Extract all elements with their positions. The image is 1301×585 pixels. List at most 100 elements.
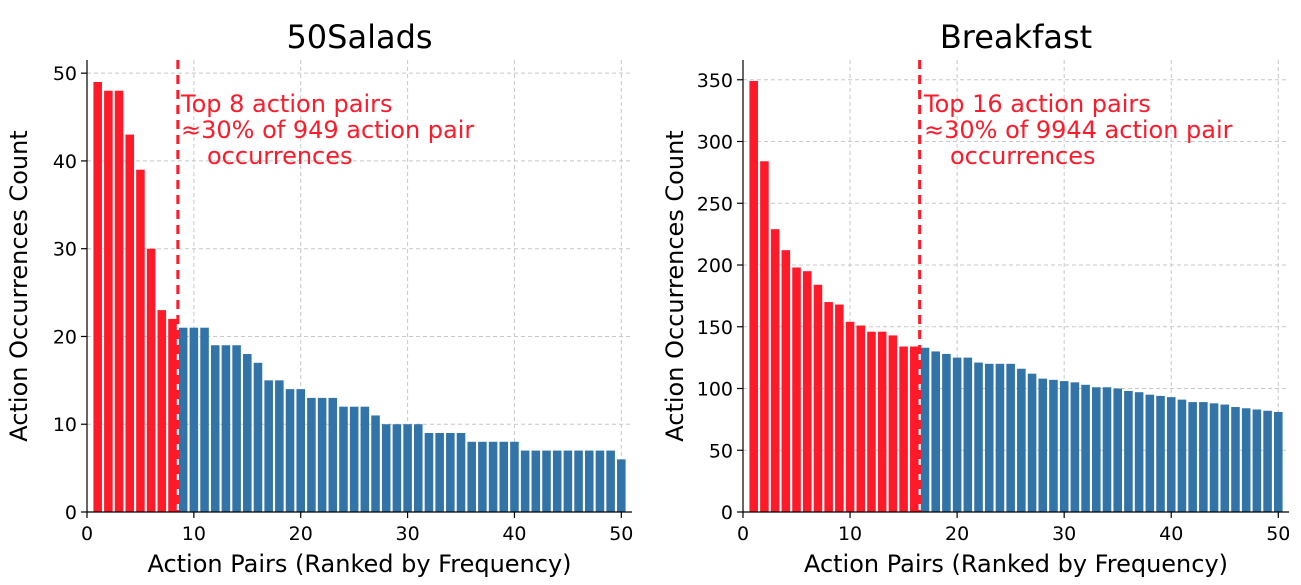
y-tick-label: 40 <box>53 151 77 173</box>
annotation-line: ≈30% of 949 action pair <box>181 116 474 144</box>
bar <box>1049 379 1058 512</box>
x-tick-label: 40 <box>1159 523 1183 545</box>
chart-breakfast: 0 10 20 30 40 50 0 50 100 150 200 250 300 350 Breakfas… <box>661 18 1290 578</box>
bar <box>542 450 551 512</box>
bar-top-pair <box>125 134 135 513</box>
bar <box>178 327 188 512</box>
y-tick-label: 0 <box>721 502 733 524</box>
bar <box>478 441 487 512</box>
bar <box>574 450 583 512</box>
y-tick-label: 20 <box>53 326 77 348</box>
bar <box>296 389 305 512</box>
bar <box>1220 404 1230 512</box>
bar <box>1059 381 1069 512</box>
bar-top-pair <box>899 346 908 512</box>
bar <box>1263 410 1272 512</box>
bar <box>974 362 983 512</box>
bar-top-pair <box>760 161 769 512</box>
y-tick-label: 200 <box>697 255 733 277</box>
y-tick-label: 50 <box>709 440 733 462</box>
y-tick-label: 100 <box>697 379 733 401</box>
bar <box>984 363 994 512</box>
x-tick-label: 10 <box>182 523 206 545</box>
chart-title: 50Salads <box>286 18 432 56</box>
y-tick-label: 50 <box>53 63 77 85</box>
bar-top-pair <box>792 267 801 512</box>
bar <box>435 433 444 512</box>
bar <box>1166 397 1176 512</box>
bar <box>617 459 626 512</box>
bar <box>1252 409 1262 512</box>
annotation-line: Top 8 action pairs <box>180 90 393 118</box>
y-tick-label: 30 <box>53 239 77 261</box>
bar-top-pair <box>888 335 898 512</box>
bar <box>1070 382 1080 512</box>
chart-50salads: 0 10 20 30 40 50 0 10 20 30 40 50 50Salads Action Pai… <box>5 18 633 578</box>
annotation-line: ≈30% of 9944 action pair <box>924 116 1233 144</box>
bar <box>1124 390 1133 512</box>
bar <box>931 351 940 512</box>
bar <box>563 450 573 512</box>
x-tick-label: 40 <box>502 523 526 545</box>
y-tick-label: 350 <box>697 70 733 92</box>
annotation-line: occurrences <box>950 142 1096 170</box>
bar <box>606 450 615 512</box>
x-axis-label: Action Pairs (Ranked by Frequency) <box>147 550 571 578</box>
bar <box>285 389 295 512</box>
bar <box>1199 402 1208 512</box>
bar <box>210 345 220 512</box>
bar <box>275 380 284 512</box>
bar <box>424 433 434 512</box>
bar-top-pair <box>168 318 177 512</box>
bar <box>232 345 241 512</box>
bar <box>456 433 466 512</box>
bar <box>328 397 338 512</box>
bar <box>1081 384 1090 512</box>
bar-top-pair <box>835 304 844 512</box>
bar-top-pair <box>136 169 145 512</box>
bar <box>253 362 263 512</box>
y-tick-label: 300 <box>697 132 733 154</box>
bar-top-pair <box>813 284 823 512</box>
bar <box>1006 363 1015 512</box>
bar <box>584 450 594 512</box>
bar <box>1274 411 1283 512</box>
bar <box>520 450 530 512</box>
bar-top-pair <box>749 80 758 512</box>
x-tick-label: 0 <box>81 523 93 545</box>
bar <box>1145 394 1155 512</box>
bar <box>963 357 973 512</box>
bar-top-pair <box>867 331 876 512</box>
bar <box>360 406 370 512</box>
chart-title: Breakfast <box>940 18 1092 56</box>
bar <box>371 415 380 512</box>
bar-top-pair <box>114 90 124 512</box>
x-tick-label: 30 <box>395 523 419 545</box>
x-tick-label: 10 <box>838 523 862 545</box>
y-tick-label: 250 <box>697 193 733 215</box>
bar-top-pair <box>157 310 167 512</box>
bar <box>1017 368 1026 512</box>
annotation-line: occurrences <box>207 142 353 170</box>
bar <box>920 347 930 512</box>
bar <box>595 450 605 512</box>
bar <box>317 397 327 512</box>
x-axis-label: Action Pairs (Ranked by Frequency) <box>804 550 1228 578</box>
bar-top-pair <box>104 90 113 512</box>
bar <box>1134 392 1144 512</box>
bar <box>307 397 316 512</box>
y-tick-label: 0 <box>65 502 77 524</box>
y-axis-label: Action Occurrences Count <box>661 130 689 441</box>
bar <box>531 450 541 512</box>
bar <box>414 424 423 512</box>
bar <box>510 441 519 512</box>
bar <box>1231 407 1240 512</box>
bar-top-pair <box>877 331 887 512</box>
bar <box>392 424 402 512</box>
bar <box>264 380 273 512</box>
x-tick-label: 0 <box>737 523 749 545</box>
bar <box>1027 373 1037 512</box>
x-tick-label: 20 <box>945 523 969 545</box>
bar-top-pair <box>93 81 102 513</box>
